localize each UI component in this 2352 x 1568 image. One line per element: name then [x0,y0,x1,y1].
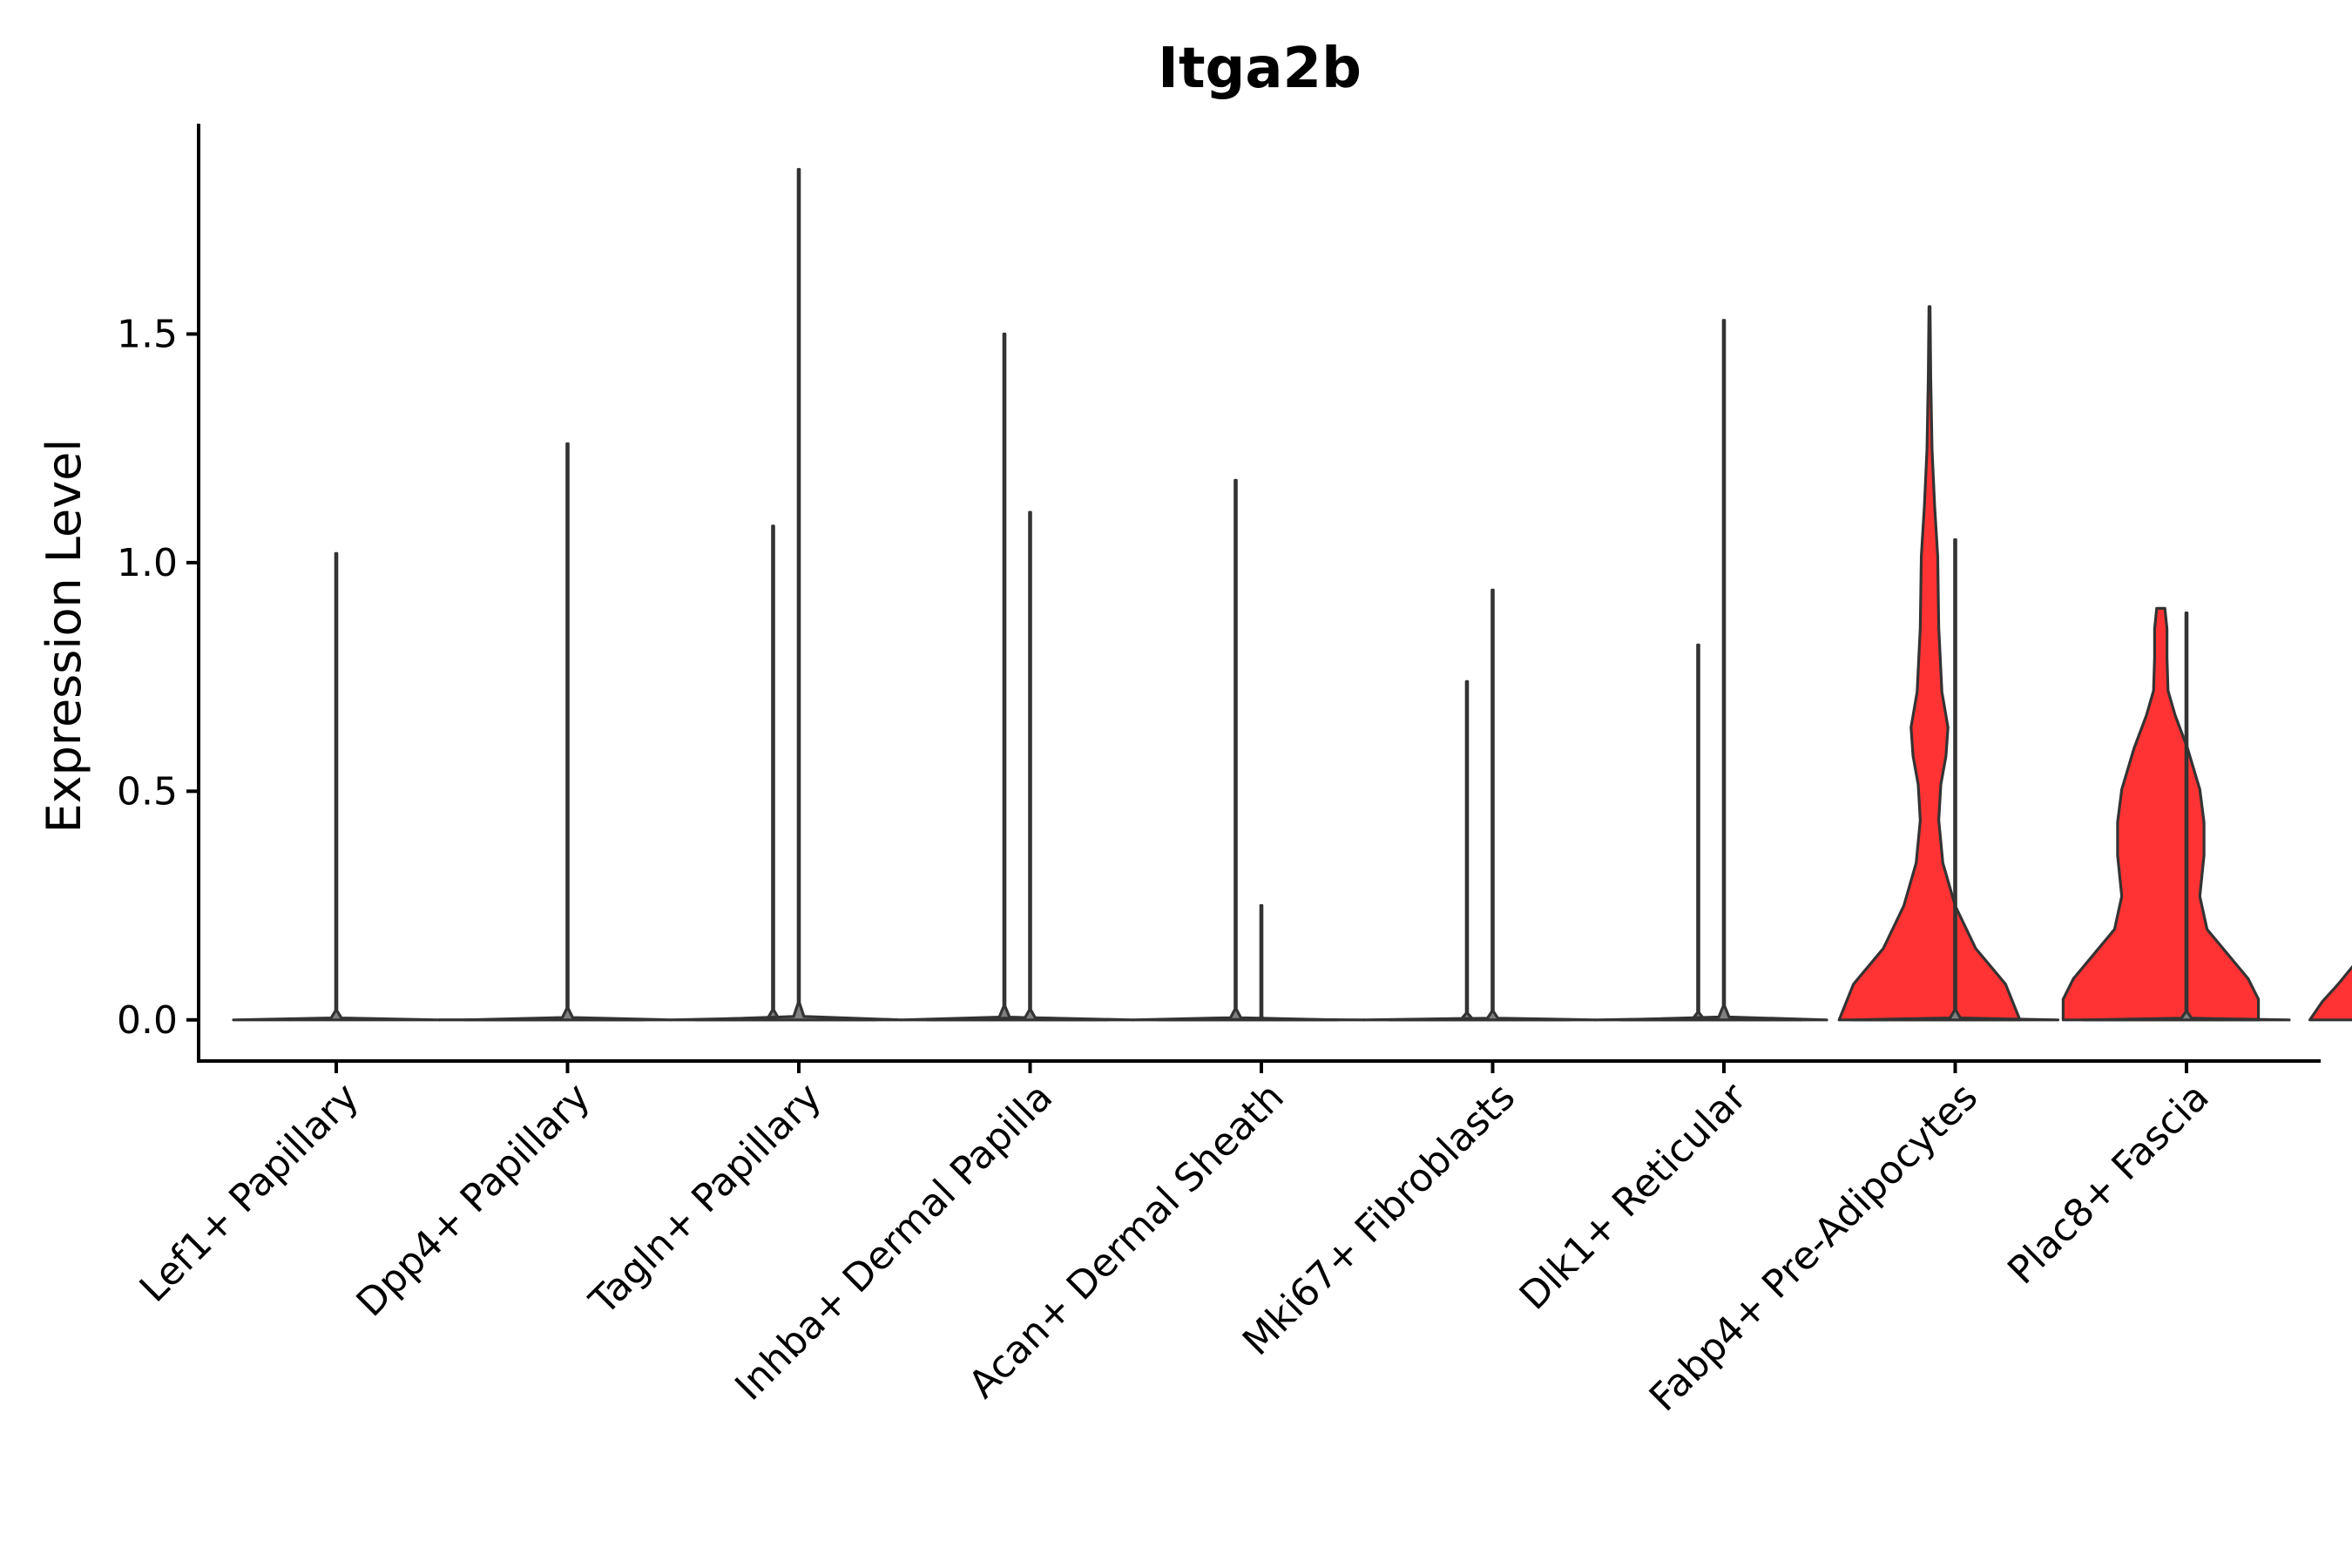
x-tick-label: Lef1+ Papillary [132,1075,368,1311]
y-tick-label: 0.0 [117,998,178,1043]
violin-series-2 [1837,305,2022,1022]
chart-title: Itga2b [1158,37,1362,101]
violin-series-1 [694,167,903,1022]
violin-series-2 [900,332,1109,1022]
x-tick-label: Dlk1+ Reticular [1511,1074,1756,1319]
y-tick-label: 1.5 [117,312,178,356]
violin-series-1 [232,551,441,1022]
violin-series-2 [1593,643,1803,1022]
violin-series-2 [1362,679,1571,1022]
violin-series-1 [1388,588,1598,1022]
y-tick-label: 1.0 [117,541,178,585]
violin-series-1 [2082,612,2291,1022]
y-axis-label: Expression Level [37,439,91,834]
y-axis-ticks: 0.0 0.5 1.0 1.5 [117,312,199,1043]
violin-series-1 [1850,538,2060,1022]
violin-series-2 [2308,964,2352,1022]
violin-series-1 [463,442,672,1022]
violin-series-1 [1619,319,1828,1022]
x-tick-label: Tagln+ Papillary [581,1075,830,1324]
violin-series-2 [2061,606,2261,1022]
violin-series-1 [1157,903,1366,1022]
y-tick-label: 0.5 [117,769,178,814]
violin-layer [232,167,2352,1022]
x-tick-label: Dpp4+ Papillary [348,1075,599,1326]
x-tick-label: Plac8+ Fascia [1999,1075,2218,1294]
violin-series-2 [668,524,878,1022]
violin-series-1 [925,510,1135,1022]
violin-series-2 [1131,478,1341,1022]
